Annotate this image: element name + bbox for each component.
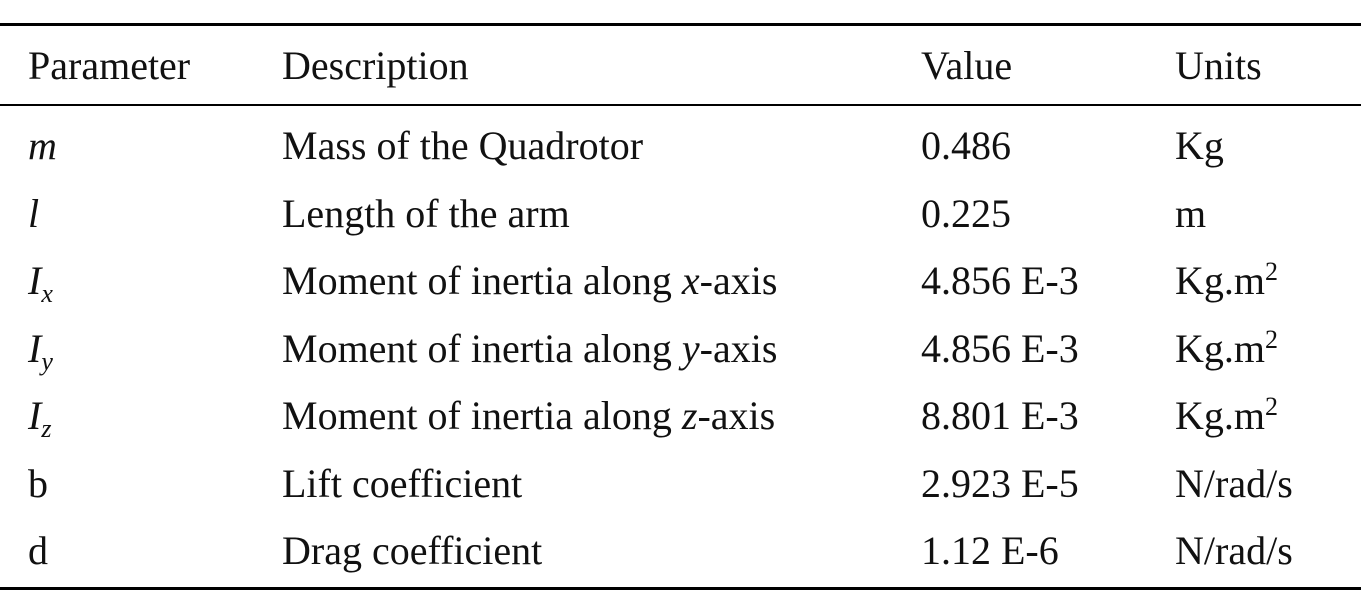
text-segment: d bbox=[28, 528, 48, 573]
parameter-cell: m bbox=[28, 122, 57, 170]
units-cell: N/rad/s bbox=[1175, 527, 1293, 575]
text-segment: l bbox=[28, 190, 40, 236]
text-segment: N/rad/s bbox=[1175, 460, 1293, 506]
description-cell: Moment of inertia along z-axis bbox=[282, 392, 775, 440]
text-segment: z bbox=[41, 414, 52, 443]
text-segment: I bbox=[28, 325, 42, 371]
units-cell: Kg.m2 bbox=[1175, 257, 1278, 305]
text-segment: 2 bbox=[1265, 324, 1278, 354]
parameter-cell: b bbox=[28, 460, 48, 508]
text-segment: 2 bbox=[1265, 257, 1278, 286]
parameter-cell: l bbox=[28, 190, 39, 238]
text-segment: N/rad/s bbox=[1175, 528, 1293, 573]
value-cell: 4.856 E-3 bbox=[921, 257, 1079, 305]
value-cell: 1.12 E-6 bbox=[921, 527, 1059, 575]
value-cell: 4.856 E-3 bbox=[921, 325, 1079, 373]
description-cell: Drag coefficient bbox=[282, 527, 542, 575]
text-segment: z bbox=[681, 393, 698, 438]
text-segment: Length of the arm bbox=[282, 190, 570, 236]
text-segment: -axis bbox=[699, 325, 778, 371]
text-segment: Mass of the Quadrotor bbox=[282, 123, 644, 168]
text-segment: -axis bbox=[699, 258, 778, 303]
parameter-cell: d bbox=[28, 527, 48, 575]
text-segment: -axis bbox=[697, 393, 776, 438]
top-rule bbox=[0, 23, 1361, 26]
units-cell: Kg.m2 bbox=[1175, 392, 1278, 440]
description-cell: Mass of the Quadrotor bbox=[282, 122, 643, 170]
description-cell: Lift coefficient bbox=[282, 460, 522, 508]
text-segment: y bbox=[41, 346, 53, 376]
units-cell: m bbox=[1175, 190, 1206, 238]
header-cell: Units bbox=[1175, 43, 1262, 88]
text-segment: 2.923 E-5 bbox=[921, 460, 1079, 506]
description-cell: Moment of inertia along y-axis bbox=[282, 325, 777, 373]
value-cell: 2.923 E-5 bbox=[921, 460, 1079, 508]
text-segment: Moment of inertia along bbox=[282, 258, 682, 303]
text-segment: Kg bbox=[1175, 123, 1224, 168]
units-cell: Kg.m2 bbox=[1175, 325, 1278, 373]
text-segment: x bbox=[681, 258, 700, 303]
text-segment: 4.856 E-3 bbox=[921, 258, 1079, 303]
value-cell: 8.801 E-3 bbox=[921, 392, 1079, 440]
parameter-cell: Ix bbox=[28, 257, 53, 308]
header-cell: Value bbox=[921, 43, 1013, 88]
value-cell: 0.225 bbox=[921, 190, 1011, 238]
text-segment: Moment of inertia along bbox=[282, 393, 682, 438]
header-rule bbox=[0, 104, 1361, 106]
text-segment: m bbox=[28, 123, 57, 168]
parameter-cell: Iz bbox=[28, 392, 52, 443]
text-segment: Kg.m bbox=[1175, 258, 1265, 303]
text-segment: Kg.m bbox=[1175, 393, 1265, 438]
text-segment: 0.486 bbox=[921, 123, 1011, 168]
text-segment: 2 bbox=[1265, 392, 1278, 421]
bottom-rule bbox=[0, 587, 1361, 590]
text-segment: Lift coefficient bbox=[282, 460, 523, 506]
text-segment: Kg.m bbox=[1175, 325, 1265, 371]
units-cell: N/rad/s bbox=[1175, 460, 1293, 508]
header-cell: Description bbox=[282, 43, 469, 88]
parameter-cell: Iy bbox=[28, 325, 53, 376]
text-segment: b bbox=[28, 460, 48, 506]
value-cell: 0.486 bbox=[921, 122, 1011, 170]
description-cell: Length of the arm bbox=[282, 190, 570, 238]
text-segment: m bbox=[1175, 190, 1207, 236]
text-segment: I bbox=[28, 393, 42, 438]
text-segment: 0.225 bbox=[921, 190, 1011, 236]
header-cell: Parameter bbox=[28, 43, 191, 88]
description-cell: Moment of inertia along x-axis bbox=[282, 257, 777, 305]
units-cell: Kg bbox=[1175, 122, 1224, 170]
text-segment: 1.12 E-6 bbox=[921, 528, 1059, 573]
text-segment: 4.856 E-3 bbox=[921, 325, 1079, 371]
text-segment: x bbox=[41, 279, 53, 308]
text-segment: I bbox=[28, 258, 42, 303]
text-segment: Drag coefficient bbox=[282, 528, 543, 573]
text-segment: y bbox=[681, 325, 700, 371]
text-segment: Moment of inertia along bbox=[282, 325, 682, 371]
text-segment: 8.801 E-3 bbox=[921, 393, 1079, 438]
